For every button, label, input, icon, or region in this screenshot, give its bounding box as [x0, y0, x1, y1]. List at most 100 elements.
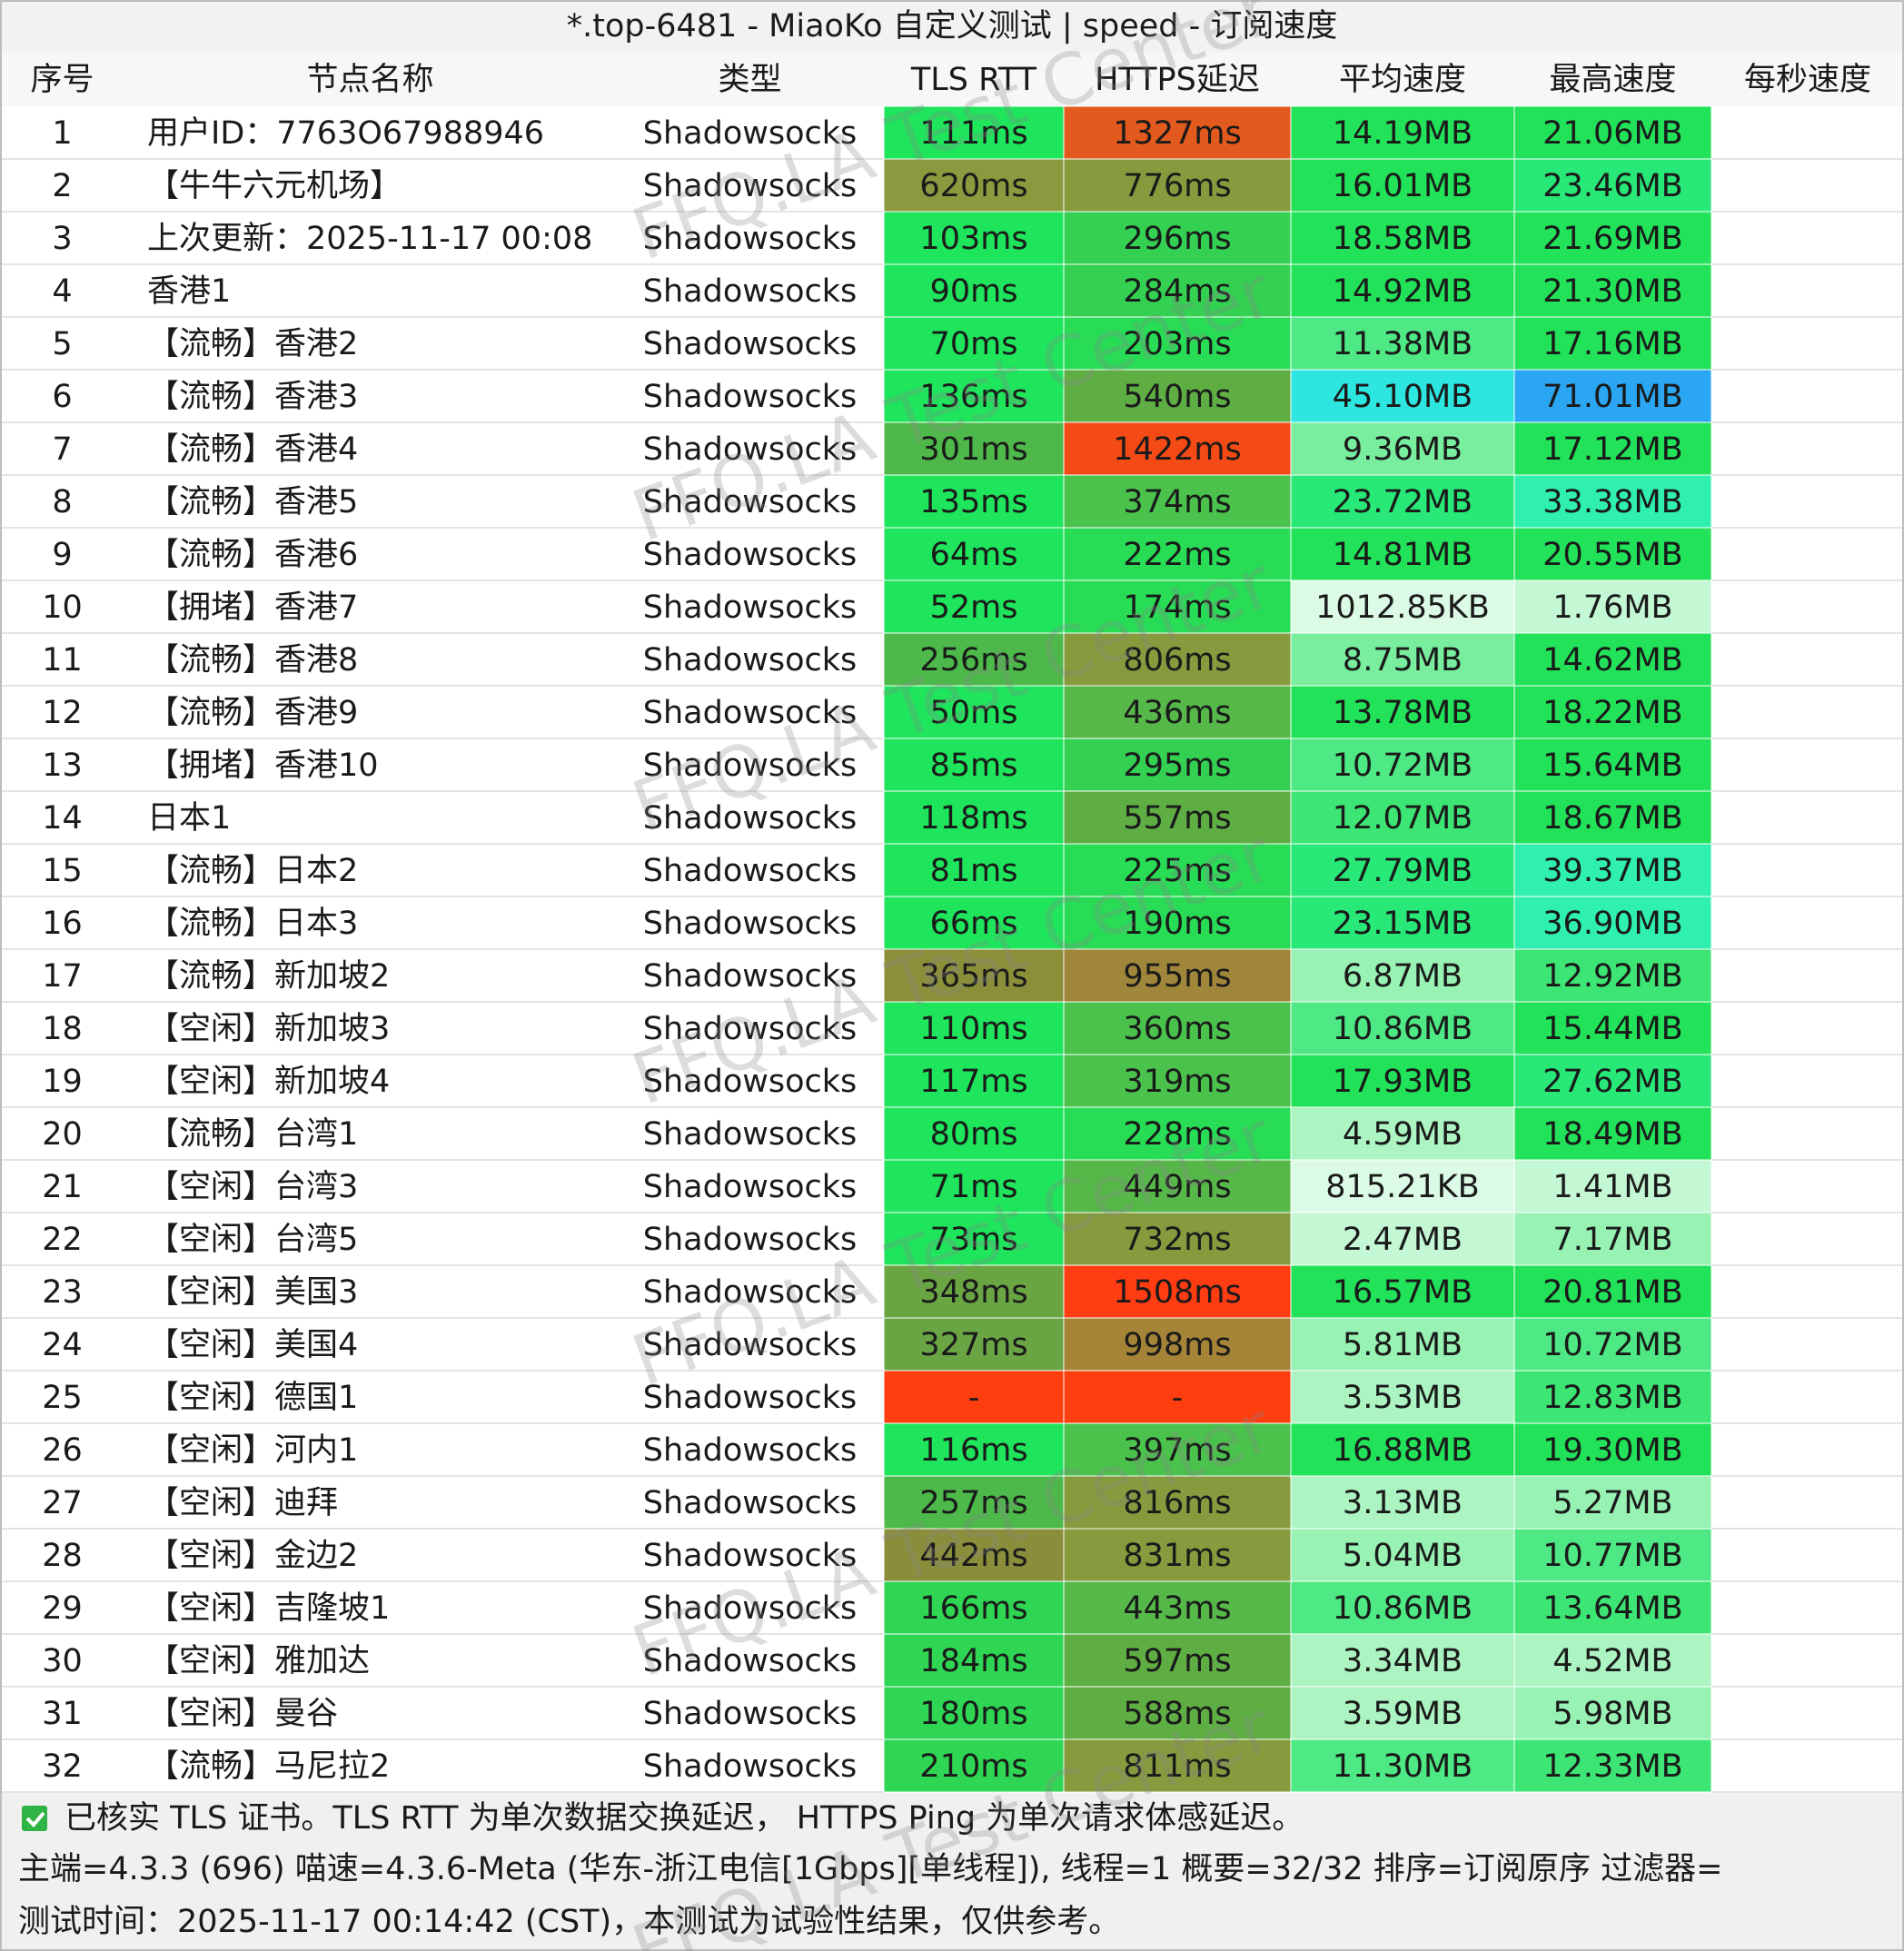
cell-text: Shadowsocks: [643, 484, 858, 520]
cell-text: 180ms: [919, 1696, 1027, 1732]
cell-bg: [1513, 685, 1712, 739]
cell-bg: [883, 948, 1065, 1003]
cell-text: 85ms: [930, 748, 1018, 784]
title-bar: [0, 0, 1904, 53]
cell-text: 20.55MB: [1542, 537, 1682, 573]
node-name: 【牛牛六元机场】: [147, 168, 402, 204]
cell-text: Shadowsocks: [643, 1116, 858, 1153]
cell-text: Shadowsocks: [643, 1748, 858, 1785]
cell-text: 29: [42, 1590, 83, 1627]
cell-bg: [883, 843, 1065, 897]
cell-text: 21: [42, 1169, 83, 1205]
cell-bg: [1063, 1212, 1292, 1266]
cell-bg: [883, 316, 1065, 371]
cell-text: 597ms: [1123, 1643, 1231, 1679]
node-name: 【空闲】吉隆坡1: [147, 1590, 390, 1627]
cell-text: Shadowsocks: [643, 958, 858, 995]
cell-bg: [1513, 158, 1712, 213]
cell-text: 116ms: [919, 1432, 1027, 1469]
cell-bg: [883, 1475, 1065, 1530]
footer: [0, 1791, 1904, 1951]
cell-text: 256ms: [919, 642, 1027, 678]
node-name: 【空闲】美国3: [147, 1274, 358, 1311]
cell-text: 210ms: [919, 1748, 1027, 1785]
cell-bg: [1063, 896, 1292, 950]
cell-text: 52ms: [930, 589, 1018, 626]
cell-text: 3.53MB: [1343, 1380, 1463, 1416]
cell-text: 1327ms: [1113, 115, 1241, 152]
cell-bg: [1290, 263, 1515, 318]
cell-bg: [883, 1054, 1065, 1108]
cell-text: 23.15MB: [1333, 906, 1473, 942]
cell-text: 831ms: [1123, 1538, 1231, 1574]
cell-bg: [1290, 527, 1515, 581]
cell-text: 9: [52, 537, 72, 573]
cell-text: 50ms: [930, 695, 1018, 731]
cell-text: 17: [42, 958, 83, 995]
cell-bg: [1063, 1370, 1292, 1424]
cell-text: 23: [42, 1274, 83, 1311]
cell-text: 1.41MB: [1552, 1169, 1672, 1205]
cell-bg: [883, 1422, 1065, 1477]
cell-bg: [1513, 263, 1712, 318]
node-name: 【空闲】新加坡4: [147, 1064, 390, 1100]
cell-text: 111ms: [919, 115, 1027, 152]
cell-text: Shadowsocks: [643, 1538, 858, 1574]
cell-text: 12: [42, 695, 83, 731]
node-name: 【流畅】香港4: [147, 431, 358, 468]
check-icon: [22, 1806, 47, 1831]
cell-text: Shadowsocks: [643, 431, 858, 468]
cell-bg: [883, 685, 1065, 739]
cell-text: 19.30MB: [1542, 1432, 1682, 1469]
header-row: [0, 53, 1904, 106]
column-header: 平均速度: [1339, 62, 1466, 98]
cell-text: 257ms: [919, 1485, 1027, 1521]
node-name: 【空闲】台湾5: [147, 1222, 358, 1258]
cell-bg: [1063, 1686, 1292, 1740]
cell-text: 16.01MB: [1333, 168, 1473, 204]
node-name: 【空闲】迪拜: [147, 1485, 338, 1521]
cell-text: 1508ms: [1113, 1274, 1241, 1311]
cell-text: 90ms: [930, 273, 1018, 310]
node-name: 【空闲】河内1: [147, 1432, 358, 1469]
cell-bg: [1290, 1422, 1515, 1477]
cell-text: Shadowsocks: [643, 853, 858, 889]
node-name: 【流畅】新加坡2: [147, 958, 390, 995]
cell-text: 811ms: [1123, 1748, 1231, 1785]
cell-bg: [1063, 1264, 1292, 1319]
cell-text: Shadowsocks: [643, 748, 858, 784]
cell-text: 295ms: [1123, 748, 1231, 784]
cell-text: 80ms: [930, 1116, 1018, 1153]
column-header: TLS RTT: [910, 62, 1037, 98]
node-name: 上次更新：2025-11-17 00:08: [147, 221, 592, 257]
cell-text: 8.75MB: [1343, 642, 1463, 678]
cell-text: 540ms: [1123, 379, 1231, 415]
cell-bg: [1290, 948, 1515, 1003]
cell-bg: [1513, 1738, 1712, 1793]
cell-text: 13: [42, 748, 83, 784]
cell-text: 36.90MB: [1542, 906, 1682, 942]
cell-text: 2: [52, 168, 72, 204]
cell-bg: [1290, 1264, 1515, 1319]
cell-text: 1422ms: [1113, 431, 1241, 468]
cell-text: 13.64MB: [1542, 1590, 1682, 1627]
cell-text: 19: [42, 1064, 83, 1100]
cell-bg: [1513, 1159, 1712, 1213]
cell-text: 118ms: [919, 800, 1027, 837]
cell-text: -: [1172, 1380, 1184, 1416]
cell-bg: [883, 790, 1065, 845]
cell-bg: [1513, 948, 1712, 1003]
cell-text: Shadowsocks: [643, 1327, 858, 1363]
cell-text: 12.33MB: [1542, 1748, 1682, 1785]
cell-bg: [1513, 1633, 1712, 1688]
cell-text: 10: [42, 589, 83, 626]
cell-text: 10.86MB: [1333, 1590, 1473, 1627]
node-name: 【流畅】马尼拉2: [147, 1748, 390, 1785]
cell-bg: [883, 896, 1065, 950]
cell-text: Shadowsocks: [643, 906, 858, 942]
cell-text: Shadowsocks: [643, 1380, 858, 1416]
cell-text: 21.69MB: [1542, 221, 1682, 257]
cell-text: Shadowsocks: [643, 1432, 858, 1469]
